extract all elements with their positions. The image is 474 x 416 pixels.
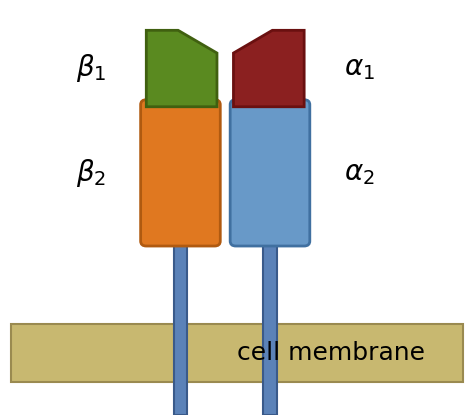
Bar (264, 233, 277, 415)
Bar (11, 324, 463, 381)
Text: $\beta_1$: $\beta_1$ (76, 52, 106, 84)
Text: $\beta_2$: $\beta_2$ (76, 157, 106, 189)
FancyBboxPatch shape (141, 100, 220, 246)
Bar (174, 233, 187, 415)
Polygon shape (146, 30, 217, 107)
Text: $\alpha_2$: $\alpha_2$ (344, 159, 375, 187)
FancyBboxPatch shape (230, 100, 310, 246)
Polygon shape (234, 30, 304, 107)
Text: $\alpha_1$: $\alpha_1$ (344, 54, 375, 82)
Text: cell membrane: cell membrane (237, 342, 425, 365)
